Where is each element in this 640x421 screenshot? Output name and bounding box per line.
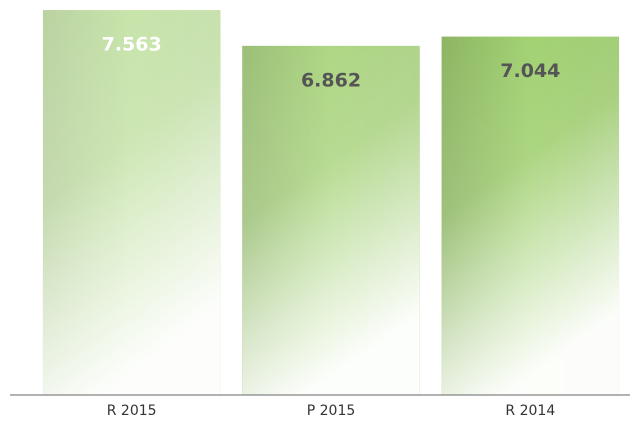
x-tick-label: R 2015 [107, 403, 157, 419]
value-label: 7.563 [102, 34, 162, 56]
value-label: 7.044 [500, 60, 560, 82]
x-tick-label: R 2014 [505, 403, 555, 419]
bar-fade [242, 45, 420, 395]
bar-fade [42, 10, 221, 396]
x-tick-label: P 2015 [307, 403, 356, 419]
value-label: 6.862 [301, 69, 361, 91]
bar-fade [441, 36, 620, 395]
